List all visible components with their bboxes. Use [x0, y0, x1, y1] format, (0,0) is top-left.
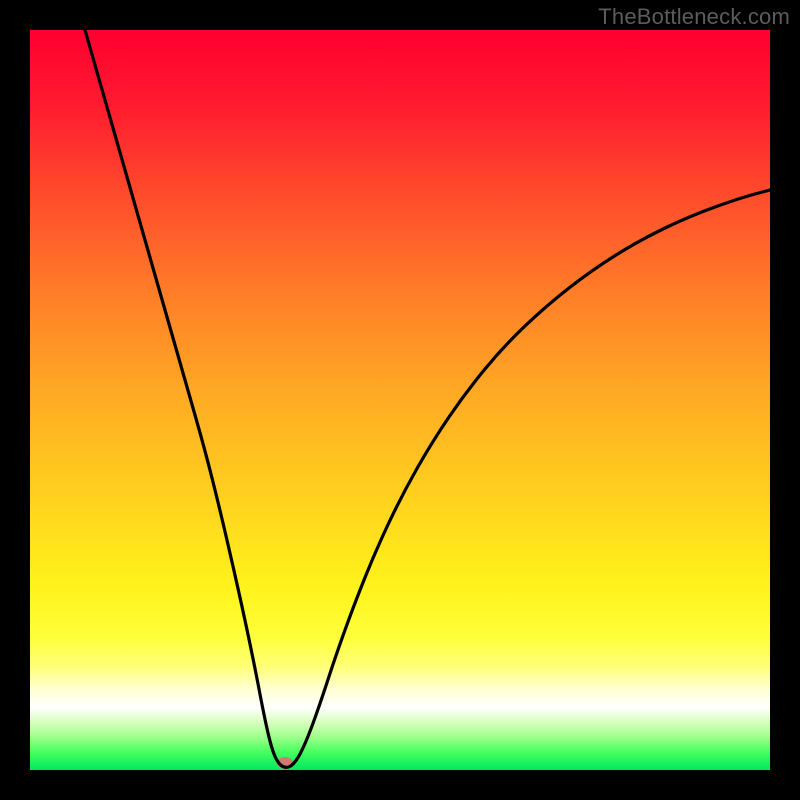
- plot-svg: [30, 30, 770, 770]
- plot-area: [30, 30, 770, 770]
- watermark-text: TheBottleneck.com: [598, 4, 790, 30]
- chart-frame: TheBottleneck.com: [0, 0, 800, 800]
- plot-background: [30, 30, 770, 770]
